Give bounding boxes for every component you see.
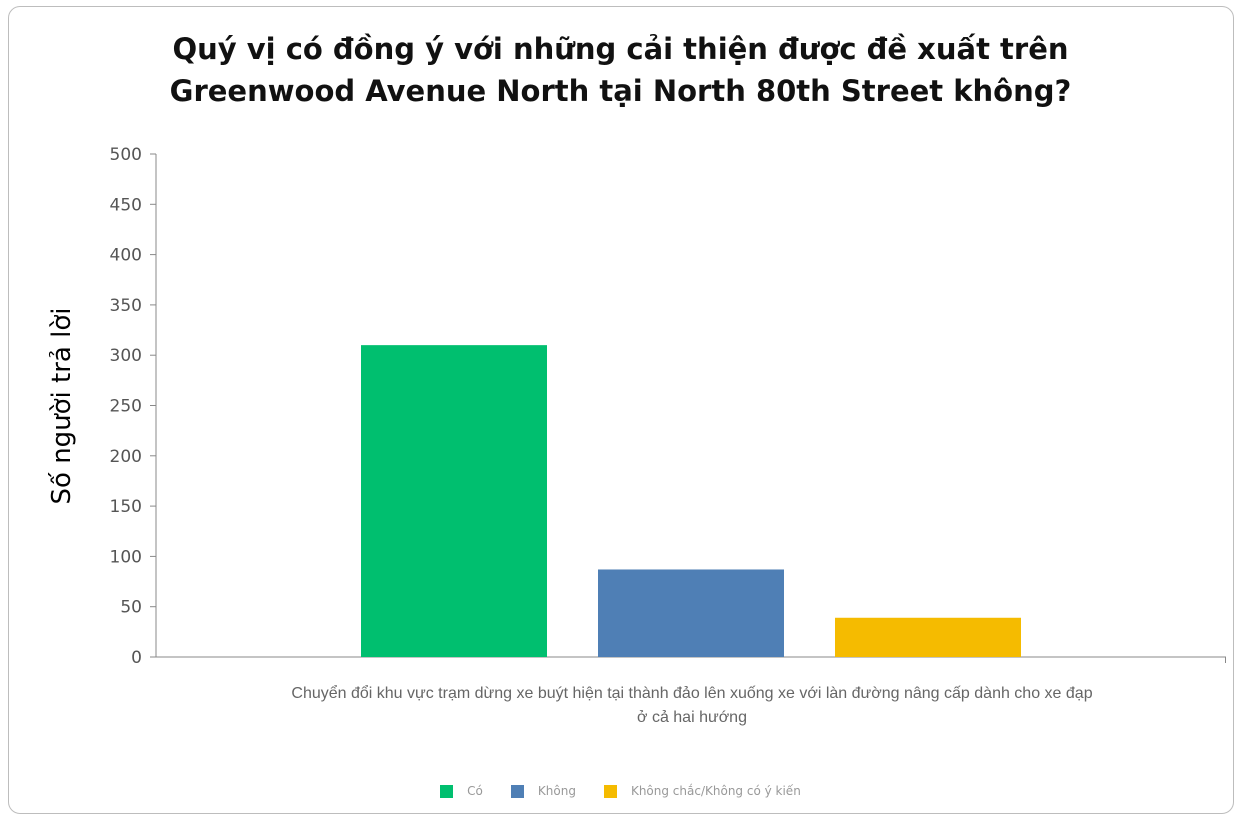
chart-title-line-2: Greenwood Avenue North tại North 80th St…: [169, 74, 1072, 108]
y-tick-label: 400: [110, 246, 142, 266]
legend-label-khong-chac: Không chắc/Không có ý kiến: [630, 784, 801, 798]
y-tick-label: 100: [110, 547, 142, 567]
x-category-label-line-1: Chuyển đổi khu vực trạm dừng xe buýt hiệ…: [291, 685, 1093, 702]
chart-title: Quý vị có đồng ý với những cải thiện đượ…: [0, 28, 1241, 112]
y-tick-label: 0: [131, 648, 142, 668]
chart-title-line-1: Quý vị có đồng ý với những cải thiện đượ…: [172, 32, 1069, 66]
chart-frame: [8, 6, 1234, 814]
legend-label-khong: Không: [537, 784, 576, 798]
x-category-label: Chuyển đổi khu vực trạm dừng xe buýt hiệ…: [160, 682, 1224, 730]
y-tick-label: 300: [110, 346, 142, 366]
x-category-label-line-2: ở cả hai hướng: [637, 709, 747, 726]
bar-co: [361, 345, 547, 657]
legend-item-khong: Không: [510, 784, 576, 798]
y-tick-label: 450: [110, 195, 142, 215]
y-tick-label: 250: [110, 397, 142, 417]
legend: Có Không Không chắc/Không có ý kiến: [0, 784, 1241, 798]
y-tick-label: 500: [110, 145, 142, 165]
legend-item-co: Có: [440, 784, 483, 798]
y-tick-label: 50: [120, 598, 142, 618]
legend-swatch-co: [440, 784, 454, 798]
legend-label-co: Có: [467, 784, 483, 798]
y-tick-label: 350: [110, 296, 142, 316]
legend-item-khong-chac: Không chắc/Không có ý kiến: [603, 784, 801, 798]
y-tick-label: 200: [110, 447, 142, 467]
bar-khong: [598, 569, 784, 657]
legend-swatch-khong-chac: [603, 784, 617, 798]
legend-swatch-khong: [510, 784, 524, 798]
y-tick-label: 150: [110, 497, 142, 517]
bar-khong-chac: [835, 617, 1021, 657]
